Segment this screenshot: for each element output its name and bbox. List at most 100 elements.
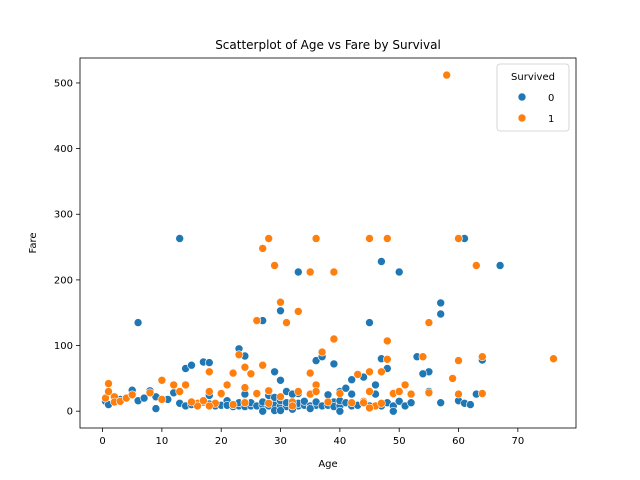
scatter-point-survived-1 (477, 352, 487, 362)
scatter-point-survived-1 (377, 367, 386, 377)
scatter-point-survived-0 (258, 406, 268, 416)
scatter-point-survived-1 (477, 389, 487, 398)
scatter-point-survived-1 (157, 375, 167, 385)
x-tick-label: 20 (215, 436, 228, 447)
scatter-point-survived-0 (495, 261, 505, 270)
legend-label-1: 1 (548, 114, 554, 125)
scatter-point-survived-1 (240, 383, 250, 392)
scatter-point-survived-1 (424, 388, 434, 398)
legend-title: Survived (511, 72, 555, 83)
scatter-point-survived-1 (252, 389, 262, 398)
y-tick-label: 100 (54, 341, 73, 352)
y-tick-label: 400 (54, 144, 73, 155)
scatter-point-survived-1 (205, 401, 214, 411)
scatter-point-survived-1 (311, 234, 321, 243)
chart-title: Scatterplot of Age vs Fare by Survival (215, 38, 441, 52)
scatter-point-survived-1 (359, 398, 368, 408)
scatter-point-survived-1 (187, 397, 196, 407)
scatter-point-survived-1 (382, 234, 392, 243)
scatter-point-survived-1 (228, 400, 238, 409)
scatter-point-survived-1 (311, 387, 321, 396)
scatter-point-survived-1 (181, 380, 190, 390)
scatter-point-survived-1 (276, 297, 285, 307)
scatter-point-survived-0 (175, 234, 184, 243)
scatter-point-survived-1 (228, 368, 238, 378)
scatter-point-survived-0 (436, 398, 446, 408)
points-layer (101, 70, 558, 416)
x-axis: 0 10 20 30 40 50 60 70 (99, 428, 524, 447)
scatter-point-survived-1 (264, 234, 274, 243)
scatter-point-survived-0 (406, 398, 416, 408)
scatter-point-survived-1 (264, 398, 274, 408)
scatter-point-survived-1 (406, 389, 416, 399)
scatter-point-survived-0 (305, 404, 315, 413)
scatter-point-survived-1 (104, 379, 113, 388)
scatter-point-survived-1 (365, 387, 374, 396)
scatter-point-survived-1 (240, 362, 250, 372)
scatter-point-survived-1 (365, 234, 374, 243)
y-axis-title: Fare (28, 232, 39, 253)
scatter-point-survived-1 (145, 388, 155, 398)
legend-marker-1 (517, 113, 527, 123)
scatter-point-survived-0 (394, 396, 404, 406)
scatter-point-survived-1 (157, 395, 167, 404)
scatter-point-survived-1 (549, 354, 558, 364)
scatter-point-survived-0 (394, 267, 404, 277)
scatter-point-survived-1 (377, 398, 386, 408)
x-tick-label: 0 (99, 436, 105, 447)
scatter-point-survived-1 (270, 261, 279, 270)
scatter-point-survived-1 (418, 352, 428, 362)
scatter-point-survived-0 (187, 360, 196, 370)
scatter-point-survived-1 (276, 392, 285, 402)
scatter-point-survived-1 (335, 389, 345, 398)
scatter-point-survived-1 (323, 397, 333, 407)
scatter-point-survived-1 (193, 401, 202, 411)
scatter-point-survived-0 (347, 375, 357, 385)
scatter-point-survived-1 (382, 354, 392, 364)
scatter-point-survived-0 (436, 298, 446, 308)
scatter-point-survived-1 (365, 403, 374, 413)
scatter-point-survived-1 (471, 261, 481, 270)
scatter-point-survived-1 (264, 386, 274, 396)
scatter-point-survived-1 (252, 316, 262, 325)
scatter-point-survived-1 (258, 244, 268, 253)
scatter-point-survived-1 (353, 370, 363, 379)
scatter-point-survived-1 (222, 380, 232, 390)
y-axis: 0 100 200 300 400 500 (54, 78, 80, 418)
scatter-point-survived-0 (329, 359, 339, 369)
scatter-point-survived-0 (341, 383, 351, 393)
legend-box (496, 63, 570, 132)
y-tick-label: 300 (54, 210, 73, 221)
scatter-point-survived-1 (288, 401, 297, 411)
scatter-point-survived-1 (282, 318, 291, 327)
x-tick-label: 30 (274, 436, 287, 447)
scatter-point-survived-1 (317, 347, 327, 357)
scatter-point-survived-0 (276, 375, 285, 385)
scatter-point-survived-1 (347, 398, 357, 408)
scatter-point-survived-1 (454, 234, 463, 243)
scatter-point-survived-0 (151, 404, 161, 413)
scatter-point-survived-1 (442, 70, 452, 80)
legend-marker-0 (517, 92, 527, 102)
x-tick-label: 60 (452, 436, 465, 447)
scatter-point-survived-1 (454, 356, 463, 365)
scatter-point-survived-1 (394, 387, 404, 396)
scatter-point-survived-1 (382, 336, 392, 346)
scatter-point-survived-1 (205, 367, 214, 377)
scatter-point-survived-0 (276, 406, 285, 415)
scatter-point-survived-0 (205, 358, 214, 367)
scatter-point-survived-0 (311, 397, 321, 407)
scatter-point-survived-0 (311, 356, 321, 365)
plot-frame (79, 57, 577, 429)
y-tick-label: 500 (54, 78, 73, 89)
scatter-point-survived-1 (240, 398, 250, 408)
scatter-point-survived-1 (175, 387, 184, 396)
scatter-point-survived-1 (169, 380, 178, 390)
scatter-point-survived-1 (305, 267, 315, 277)
scatter-point-survived-0 (133, 318, 143, 327)
scatter-point-survived-0 (299, 396, 309, 406)
scatter-point-survived-1 (234, 350, 244, 360)
x-tick-label: 40 (333, 436, 346, 447)
scatter-point-survived-0 (323, 390, 333, 400)
